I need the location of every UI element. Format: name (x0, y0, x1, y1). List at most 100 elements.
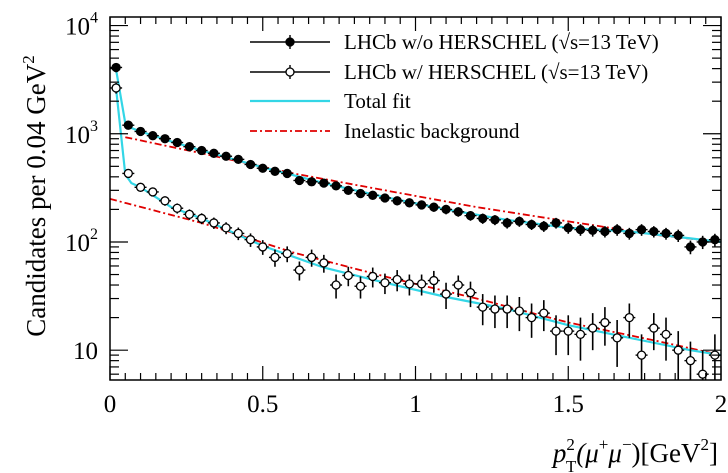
svg-text:Candidates per 0.04 GeV2: Candidates per 0.04 GeV2 (19, 55, 51, 336)
data-point-filled (575, 224, 586, 235)
fit-curve (115, 69, 722, 244)
legend-marker (285, 67, 295, 77)
data-point-open (478, 302, 488, 312)
data-point-filled (673, 230, 683, 241)
data-point-open (551, 326, 561, 336)
data-point-filled (233, 154, 243, 165)
data-point-open (148, 187, 158, 197)
data-point-open (539, 308, 549, 318)
data-point-open (612, 333, 622, 343)
data-point-filled (502, 218, 512, 228)
x-label-p: p (551, 438, 567, 468)
x-label-mid: μ (607, 438, 622, 468)
data-point-open (624, 312, 634, 323)
data-point-open (441, 289, 451, 299)
background-curve (109, 198, 722, 356)
data-point-open (575, 329, 586, 340)
data-point-open (526, 312, 537, 323)
data-point-filled (294, 175, 305, 186)
data-point-filled (380, 193, 390, 203)
data-point-filled (551, 218, 561, 228)
data-point-open (209, 218, 219, 228)
x-label-p-sup: 2 (566, 435, 575, 454)
data-point-filled (148, 131, 158, 141)
data-point-filled (441, 204, 451, 215)
data-point-open (490, 304, 500, 314)
data-point-open (649, 323, 659, 333)
x-label-rest: (μ (576, 438, 599, 468)
data-point-open (233, 228, 243, 239)
data-point-filled (539, 221, 549, 231)
data-point-open (429, 275, 439, 286)
data-point-filled (331, 181, 341, 191)
data-point-open (196, 213, 207, 224)
data-point-open (685, 356, 696, 366)
y-tick-label: 103 (65, 118, 98, 149)
y-tick-label: 102 (65, 226, 98, 257)
data-point-open (588, 323, 598, 333)
x-tick-label: 0.5 (247, 391, 278, 418)
data-point-open (135, 182, 146, 192)
axes: 0 0.5 1 1.5 2 104 103 102 10 (65, 10, 727, 418)
data-point-filled (514, 216, 525, 227)
data-point-open (294, 265, 305, 275)
data-point-open (258, 242, 268, 252)
data-point-filled (600, 226, 610, 237)
data-point-open (270, 252, 280, 263)
y-tick-label: 10 (73, 338, 98, 365)
data-point-open (172, 203, 182, 213)
data-point-open (465, 288, 476, 298)
data-point-open (368, 271, 378, 282)
data-point-filled (343, 185, 353, 195)
data-point-open (245, 235, 256, 245)
data-point-filled (172, 137, 182, 148)
data-point-open (306, 252, 317, 263)
data-point-filled (429, 202, 439, 212)
legend-label: LHCb w/o HERSCHEL (√s=13 TeV) (344, 30, 659, 54)
data-point-open (661, 329, 671, 340)
data-point-open (392, 274, 402, 285)
data-point-open (160, 196, 170, 206)
data-point-filled (465, 211, 476, 221)
data-point-open (673, 345, 683, 355)
data-point-filled (404, 198, 415, 208)
data-point-filled (685, 242, 696, 252)
data-markers (110, 62, 721, 380)
data-point-filled (160, 134, 170, 144)
legend-label: LHCb w/ HERSCHEL (√s=13 TeV) (344, 60, 648, 84)
data-point-open (343, 270, 353, 281)
data-point-filled (416, 200, 427, 210)
data-point-filled (209, 148, 219, 158)
data-point-open (123, 168, 133, 179)
data-point-open (502, 304, 512, 314)
x-tick-label: 1.5 (553, 391, 584, 418)
data-point-filled (661, 228, 671, 239)
data-point-open (331, 280, 341, 290)
y-axis-label-text: Candidates per 0.04 GeV (21, 63, 51, 336)
data-point-filled (196, 145, 207, 156)
x-label-close: )[GeV (632, 438, 701, 468)
data-point-filled (368, 190, 378, 200)
x-label-end: ] (709, 438, 718, 468)
data-point-filled (135, 126, 146, 137)
x-label-plus: + (599, 435, 609, 454)
data-point-filled (649, 226, 659, 237)
data-point-filled (221, 151, 231, 161)
data-point-filled (624, 228, 634, 239)
x-label-p-sub: T (566, 457, 577, 473)
data-point-open (319, 258, 329, 268)
y-axis-label: Candidates per 0.04 GeV2 (19, 55, 51, 336)
y-axis-label-sup: 2 (19, 55, 38, 64)
data-point-open (380, 278, 390, 288)
data-point-filled (245, 159, 256, 170)
data-point-filled (123, 120, 133, 130)
data-point-open (563, 326, 573, 336)
data-point-open (404, 279, 415, 289)
data-point-open (282, 248, 292, 259)
legend-label: Total fit (344, 89, 411, 113)
data-point-filled (636, 224, 647, 235)
x-tick-label: 2 (715, 391, 728, 418)
data-point-open (111, 83, 121, 93)
data-point-open (698, 369, 708, 379)
